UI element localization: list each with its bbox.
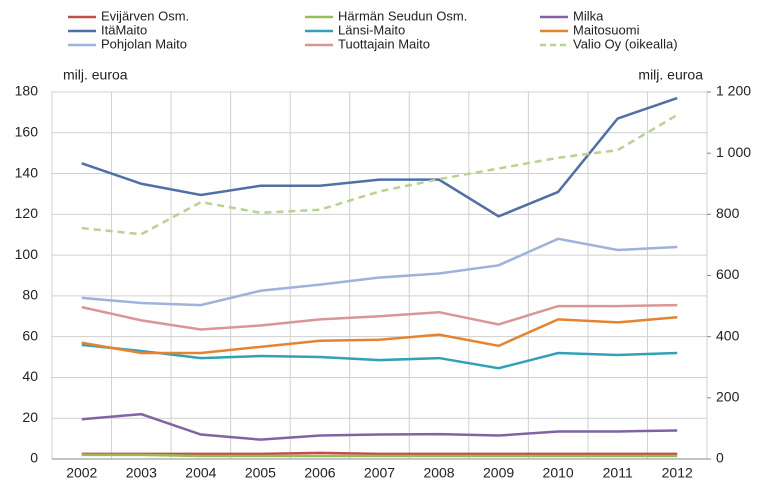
y2-tick-label: 600	[716, 266, 740, 282]
y2-tick-label: 1 000	[716, 144, 751, 160]
series-line	[81, 451, 678, 456]
y-tick-label: 80	[22, 287, 38, 303]
series-line	[81, 237, 678, 307]
x-tick-label: 2006	[304, 465, 335, 481]
legend-label: Evijärven Osm.	[101, 8, 189, 23]
legend-label: Maitosuomi	[573, 22, 640, 37]
legend-label: Milka	[573, 8, 604, 23]
x-tick-label: 2005	[245, 465, 276, 481]
legend-label: ItäMaito	[101, 22, 147, 37]
y-tick-label: 100	[15, 246, 39, 262]
y2-axis-label: milj. euroa	[638, 67, 703, 83]
y-tick-label: 0	[30, 450, 38, 466]
x-tick-label: 2004	[185, 465, 216, 481]
legend-label: Länsi-Maito	[338, 22, 405, 37]
y-tick-label: 20	[22, 409, 38, 425]
y-axis-label: milj. euroa	[63, 67, 128, 83]
y2-tick-label: 0	[716, 450, 724, 466]
series-line	[81, 412, 678, 441]
x-tick-label: 2011	[603, 465, 633, 481]
x-tick-label: 2012	[662, 465, 693, 481]
y-tick-label: 60	[22, 327, 38, 343]
y-tick-label: 120	[15, 205, 39, 221]
legend-label: Pohjolan Maito	[101, 36, 187, 51]
series-line	[81, 343, 678, 370]
x-tick-label: 2010	[543, 465, 574, 481]
series-line	[81, 453, 678, 458]
x-tick-label: 2003	[126, 465, 157, 481]
legend-label: Härmän Seudun Osm.	[338, 8, 467, 23]
y2-tick-label: 800	[716, 205, 740, 221]
y2-tick-label: 1 200	[716, 83, 751, 99]
y2-tick-label: 400	[716, 327, 740, 343]
x-tick-label: 2007	[364, 465, 395, 481]
x-tick-label: 2008	[423, 465, 454, 481]
y-tick-label: 160	[15, 123, 39, 139]
y2-tick-label: 200	[716, 389, 740, 405]
x-tick-label: 2002	[66, 465, 97, 481]
series-line	[81, 303, 678, 331]
series-line	[81, 96, 678, 218]
legend-label: Valio Oy (oikealla)	[573, 36, 678, 51]
y-tick-label: 180	[15, 83, 39, 99]
x-tick-label: 2009	[483, 465, 514, 481]
y-tick-label: 40	[22, 368, 38, 384]
y-tick-label: 140	[15, 164, 39, 180]
legend-label: Tuottajain Maito	[338, 36, 430, 51]
series-line	[81, 316, 678, 355]
